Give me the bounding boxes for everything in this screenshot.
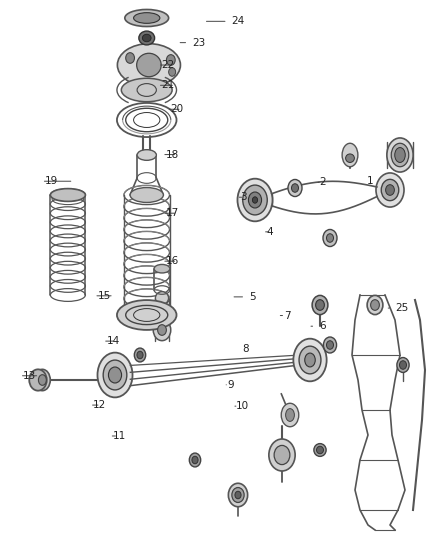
Circle shape — [316, 300, 325, 310]
Circle shape — [126, 53, 134, 63]
Ellipse shape — [153, 319, 171, 341]
Circle shape — [169, 68, 176, 76]
Text: 14: 14 — [106, 336, 120, 346]
Text: 25: 25 — [396, 303, 409, 313]
Ellipse shape — [323, 230, 337, 247]
Text: 2: 2 — [319, 177, 325, 187]
Ellipse shape — [381, 179, 399, 200]
Ellipse shape — [35, 369, 50, 391]
Ellipse shape — [98, 353, 133, 398]
Circle shape — [312, 295, 328, 314]
Text: 10: 10 — [236, 401, 249, 411]
Ellipse shape — [139, 31, 155, 45]
Ellipse shape — [109, 367, 122, 383]
Circle shape — [399, 361, 406, 369]
Text: 20: 20 — [170, 104, 183, 114]
Text: 9: 9 — [227, 380, 233, 390]
Ellipse shape — [317, 446, 324, 454]
Circle shape — [189, 453, 201, 467]
Text: 5: 5 — [249, 292, 255, 302]
Ellipse shape — [142, 34, 151, 42]
Circle shape — [134, 348, 146, 362]
Ellipse shape — [305, 353, 315, 367]
Ellipse shape — [387, 138, 413, 172]
Text: 15: 15 — [98, 291, 111, 301]
Text: 12: 12 — [93, 400, 106, 410]
Text: 8: 8 — [242, 344, 249, 354]
Ellipse shape — [237, 179, 272, 221]
Ellipse shape — [154, 264, 170, 273]
Ellipse shape — [228, 483, 247, 507]
Text: 6: 6 — [319, 321, 325, 331]
Ellipse shape — [232, 488, 244, 503]
Ellipse shape — [395, 148, 405, 163]
Circle shape — [326, 341, 333, 349]
Text: 3: 3 — [240, 192, 247, 202]
Text: 24: 24 — [231, 17, 244, 26]
Ellipse shape — [235, 491, 241, 499]
Ellipse shape — [326, 234, 333, 243]
Circle shape — [166, 55, 175, 66]
Ellipse shape — [346, 154, 354, 163]
Ellipse shape — [29, 369, 47, 391]
Ellipse shape — [117, 300, 177, 330]
Text: 11: 11 — [113, 431, 126, 441]
Ellipse shape — [286, 409, 294, 422]
Ellipse shape — [137, 53, 161, 77]
Ellipse shape — [281, 403, 299, 427]
Ellipse shape — [50, 189, 85, 201]
Text: 4: 4 — [266, 227, 273, 237]
Ellipse shape — [292, 184, 299, 192]
Ellipse shape — [269, 439, 295, 471]
Text: 7: 7 — [284, 311, 290, 320]
Circle shape — [192, 456, 198, 464]
Text: 23: 23 — [192, 38, 205, 47]
Circle shape — [137, 351, 143, 359]
Ellipse shape — [299, 346, 321, 374]
Ellipse shape — [385, 184, 394, 195]
Ellipse shape — [293, 338, 327, 381]
Ellipse shape — [252, 197, 258, 203]
Circle shape — [323, 337, 336, 353]
Ellipse shape — [248, 192, 261, 208]
Circle shape — [367, 295, 383, 314]
Ellipse shape — [342, 143, 358, 167]
Ellipse shape — [243, 185, 267, 215]
Text: 1: 1 — [367, 176, 374, 186]
Ellipse shape — [130, 188, 163, 203]
Text: 22: 22 — [161, 60, 174, 70]
Text: 18: 18 — [166, 150, 179, 159]
Ellipse shape — [39, 375, 46, 385]
Ellipse shape — [134, 13, 160, 23]
Ellipse shape — [376, 173, 404, 207]
Ellipse shape — [391, 143, 409, 167]
Text: 19: 19 — [45, 176, 58, 186]
Ellipse shape — [155, 292, 169, 304]
Ellipse shape — [288, 180, 302, 197]
Ellipse shape — [274, 446, 290, 465]
Ellipse shape — [137, 150, 156, 160]
Text: 21: 21 — [161, 80, 174, 90]
Text: 17: 17 — [166, 208, 179, 218]
Ellipse shape — [103, 360, 127, 390]
Ellipse shape — [314, 443, 326, 456]
Circle shape — [397, 358, 409, 373]
Text: 13: 13 — [23, 371, 36, 381]
Ellipse shape — [117, 44, 180, 86]
Ellipse shape — [121, 78, 172, 102]
Ellipse shape — [125, 10, 169, 27]
Ellipse shape — [158, 325, 166, 335]
Text: 16: 16 — [166, 256, 179, 266]
Circle shape — [371, 300, 379, 310]
